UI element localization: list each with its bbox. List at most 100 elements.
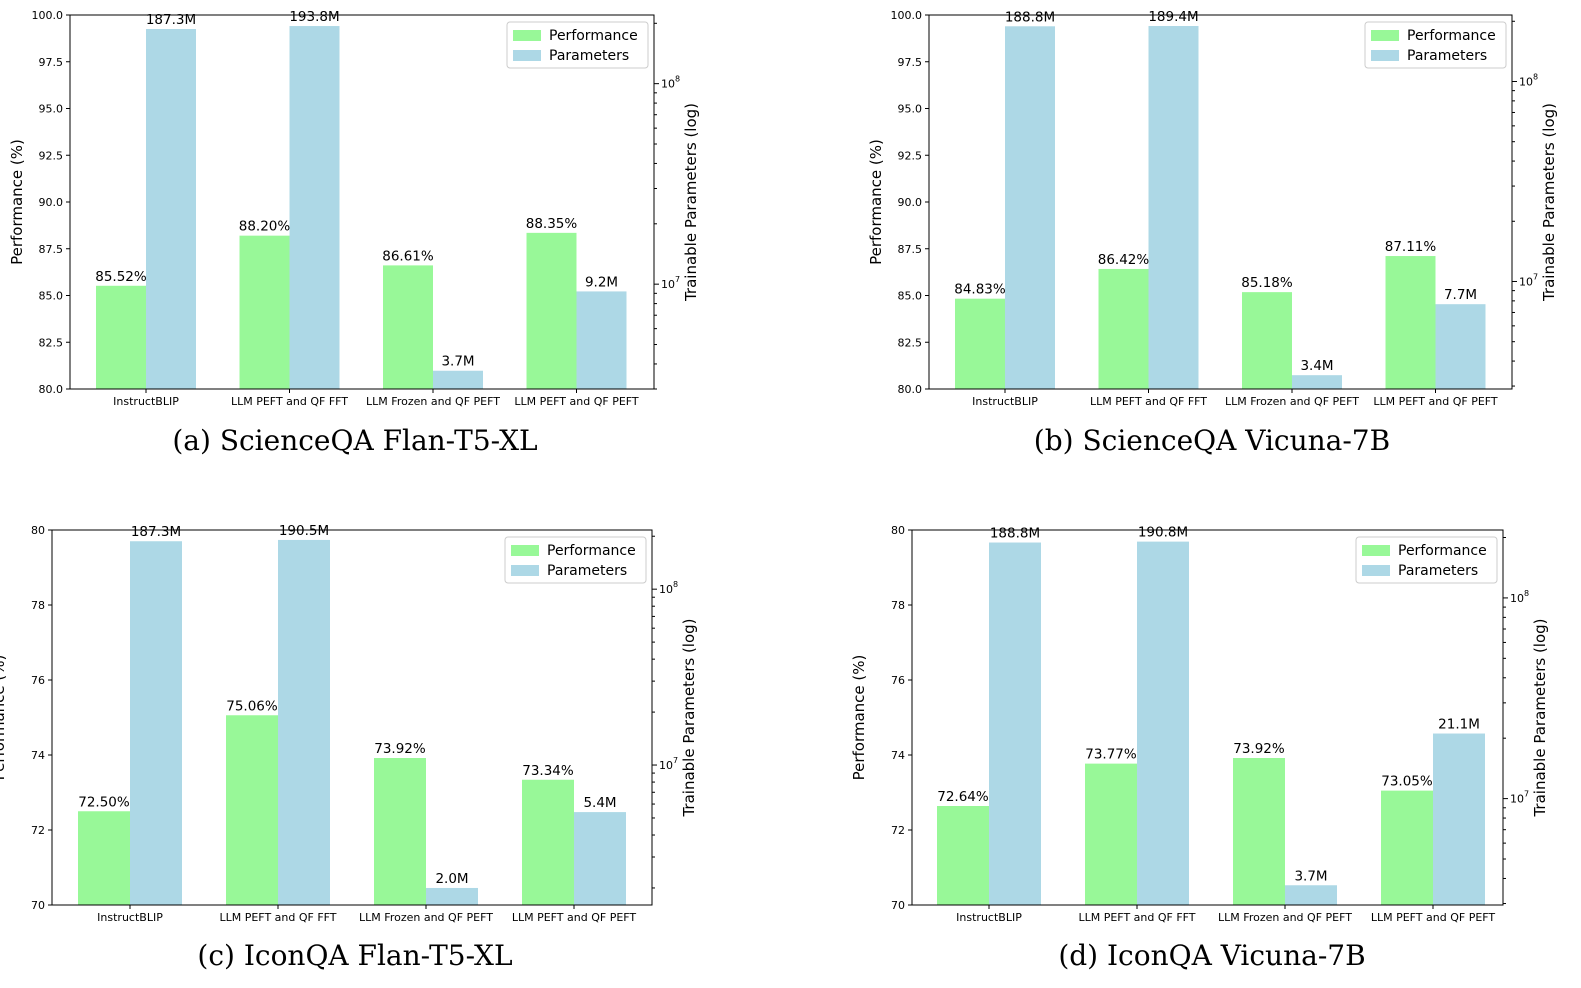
parameters-value-label: 2.0M: [435, 871, 468, 887]
performance-bar: [96, 285, 146, 389]
y-tick-label: 97.5: [39, 56, 64, 69]
chart-panel-4: 72.64% 188.8M InstructBLIP 73.77% 190.8M LLM …: [850, 524, 1549, 972]
y-tick-label: 100.0: [32, 9, 64, 22]
y2-tick-base: 10: [659, 583, 673, 596]
performance-bar: [383, 265, 433, 389]
y-axis-label: Performance (%): [0, 655, 8, 781]
y2-tick-base: 10: [661, 278, 675, 291]
y-tick-label: 80.0: [39, 383, 64, 396]
performance-value-label: 72.50%: [78, 794, 130, 810]
parameters-bar: [1005, 26, 1055, 390]
y2-tick-exponent: 8: [673, 580, 678, 589]
parameters-value-label: 193.8M: [289, 9, 339, 25]
x-tick-label: LLM PEFT and QF FFT: [231, 395, 348, 408]
chart-caption: (c) IconQA Flan-T5-XL: [197, 939, 512, 972]
legend-swatch: [513, 50, 541, 61]
parameters-value-label: 21.1M: [1438, 717, 1480, 733]
y2-tick-label: 107: [1519, 272, 1538, 288]
performance-bar: [1381, 790, 1433, 905]
y2-tick-base: 10: [1519, 75, 1533, 88]
parameters-bar: [1148, 26, 1199, 389]
y-tick-label: 90.0: [39, 196, 64, 209]
y2-tick-exponent: 7: [673, 756, 678, 765]
y-tick-label: 97.5: [898, 56, 923, 69]
y2-tick-label: 108: [659, 580, 678, 596]
parameters-bar: [433, 370, 483, 389]
parameters-value-label: 190.8M: [1138, 525, 1188, 541]
y2-tick-exponent: 8: [1533, 72, 1538, 81]
performance-value-label: 88.20%: [239, 219, 291, 235]
performance-value-label: 86.42%: [1098, 252, 1150, 268]
y2-axis-label: Trainable Parameters (log): [680, 618, 698, 817]
performance-bar: [937, 806, 989, 905]
performance-bar: [374, 758, 426, 905]
parameters-bar: [989, 542, 1041, 905]
performance-bar: [522, 779, 574, 905]
parameters-bar: [146, 29, 196, 390]
y-tick-label: 87.5: [39, 243, 64, 256]
parameters-bar: [289, 26, 340, 389]
performance-value-label: 73.92%: [1233, 741, 1285, 757]
y-tick-label: 72: [891, 824, 905, 837]
x-tick-label: LLM PEFT and QF FFT: [1078, 911, 1195, 924]
parameters-bar: [1433, 733, 1485, 905]
parameters-bar: [1285, 885, 1337, 905]
y-tick-label: 76: [31, 674, 45, 687]
parameters-value-label: 5.4M: [583, 795, 616, 811]
legend-swatch: [1362, 565, 1390, 576]
y-tick-label: 85.0: [898, 290, 923, 303]
x-tick-label: LLM PEFT and QF PEFT: [1371, 911, 1496, 924]
legend-swatch: [1371, 30, 1399, 41]
chart-caption: (a) ScienceQA Flan-T5-XL: [172, 424, 537, 457]
parameters-bar: [1435, 304, 1486, 389]
parameters-value-label: 3.7M: [1294, 868, 1327, 884]
x-tick-label: InstructBLIP: [972, 395, 1038, 408]
y-axis-label: Performance (%): [867, 139, 885, 265]
y2-tick-label: 108: [1519, 72, 1538, 88]
legend-box: [506, 21, 649, 69]
performance-bar: [1085, 763, 1137, 905]
y2-tick-exponent: 8: [675, 75, 680, 84]
legend-box: [1364, 21, 1507, 69]
parameters-value-label: 188.8M: [1005, 9, 1055, 25]
y2-tick-exponent: 8: [1524, 589, 1529, 598]
legend-entry: Parameters: [1398, 563, 1478, 579]
parameters-value-label: 187.3M: [131, 524, 181, 540]
y2-tick-base: 10: [661, 78, 675, 91]
performance-bar: [526, 232, 577, 389]
x-tick-label: InstructBLIP: [97, 911, 163, 924]
parameters-value-label: 3.7M: [441, 354, 474, 370]
legend-box: [504, 536, 647, 584]
parameters-value-label: 189.4M: [1148, 9, 1198, 25]
y2-tick-exponent: 7: [1533, 272, 1538, 281]
y-tick-label: 76: [891, 674, 905, 687]
parameters-value-label: 3.4M: [1300, 358, 1333, 374]
x-tick-label: LLM PEFT and QF FFT: [219, 911, 336, 924]
performance-bar: [1233, 758, 1285, 905]
performance-bar: [226, 715, 278, 905]
y-tick-label: 87.5: [898, 243, 923, 256]
y-tick-label: 85.0: [39, 290, 64, 303]
y-tick-label: 70: [891, 899, 905, 912]
plot-frame: [911, 529, 1504, 906]
performance-value-label: 84.83%: [954, 282, 1006, 298]
performance-bar: [1242, 292, 1292, 389]
legend-swatch: [511, 565, 539, 576]
x-tick-label: LLM Frozen and QF PEFT: [1218, 911, 1352, 924]
performance-value-label: 73.92%: [374, 741, 426, 757]
y-tick-label: 80.0: [898, 383, 923, 396]
y-tick-label: 95.0: [39, 103, 64, 116]
parameters-bar: [574, 812, 626, 905]
x-tick-label: LLM PEFT and QF PEFT: [512, 911, 637, 924]
chart-panel-1: 85.52% 187.3M InstructBLIP 88.20% 193.8M LLM …: [8, 9, 700, 457]
y2-tick-base: 10: [1510, 592, 1524, 605]
y2-tick-base: 10: [1519, 275, 1533, 288]
parameters-value-label: 190.5M: [279, 523, 329, 539]
y-tick-label: 78: [31, 599, 45, 612]
performance-value-label: 88.35%: [526, 216, 578, 232]
x-tick-label: LLM PEFT and QF PEFT: [1373, 395, 1498, 408]
y-tick-label: 80: [891, 524, 905, 537]
performance-value-label: 75.06%: [226, 698, 278, 714]
chart-caption: (d) IconQA Vicuna-7B: [1058, 939, 1365, 972]
